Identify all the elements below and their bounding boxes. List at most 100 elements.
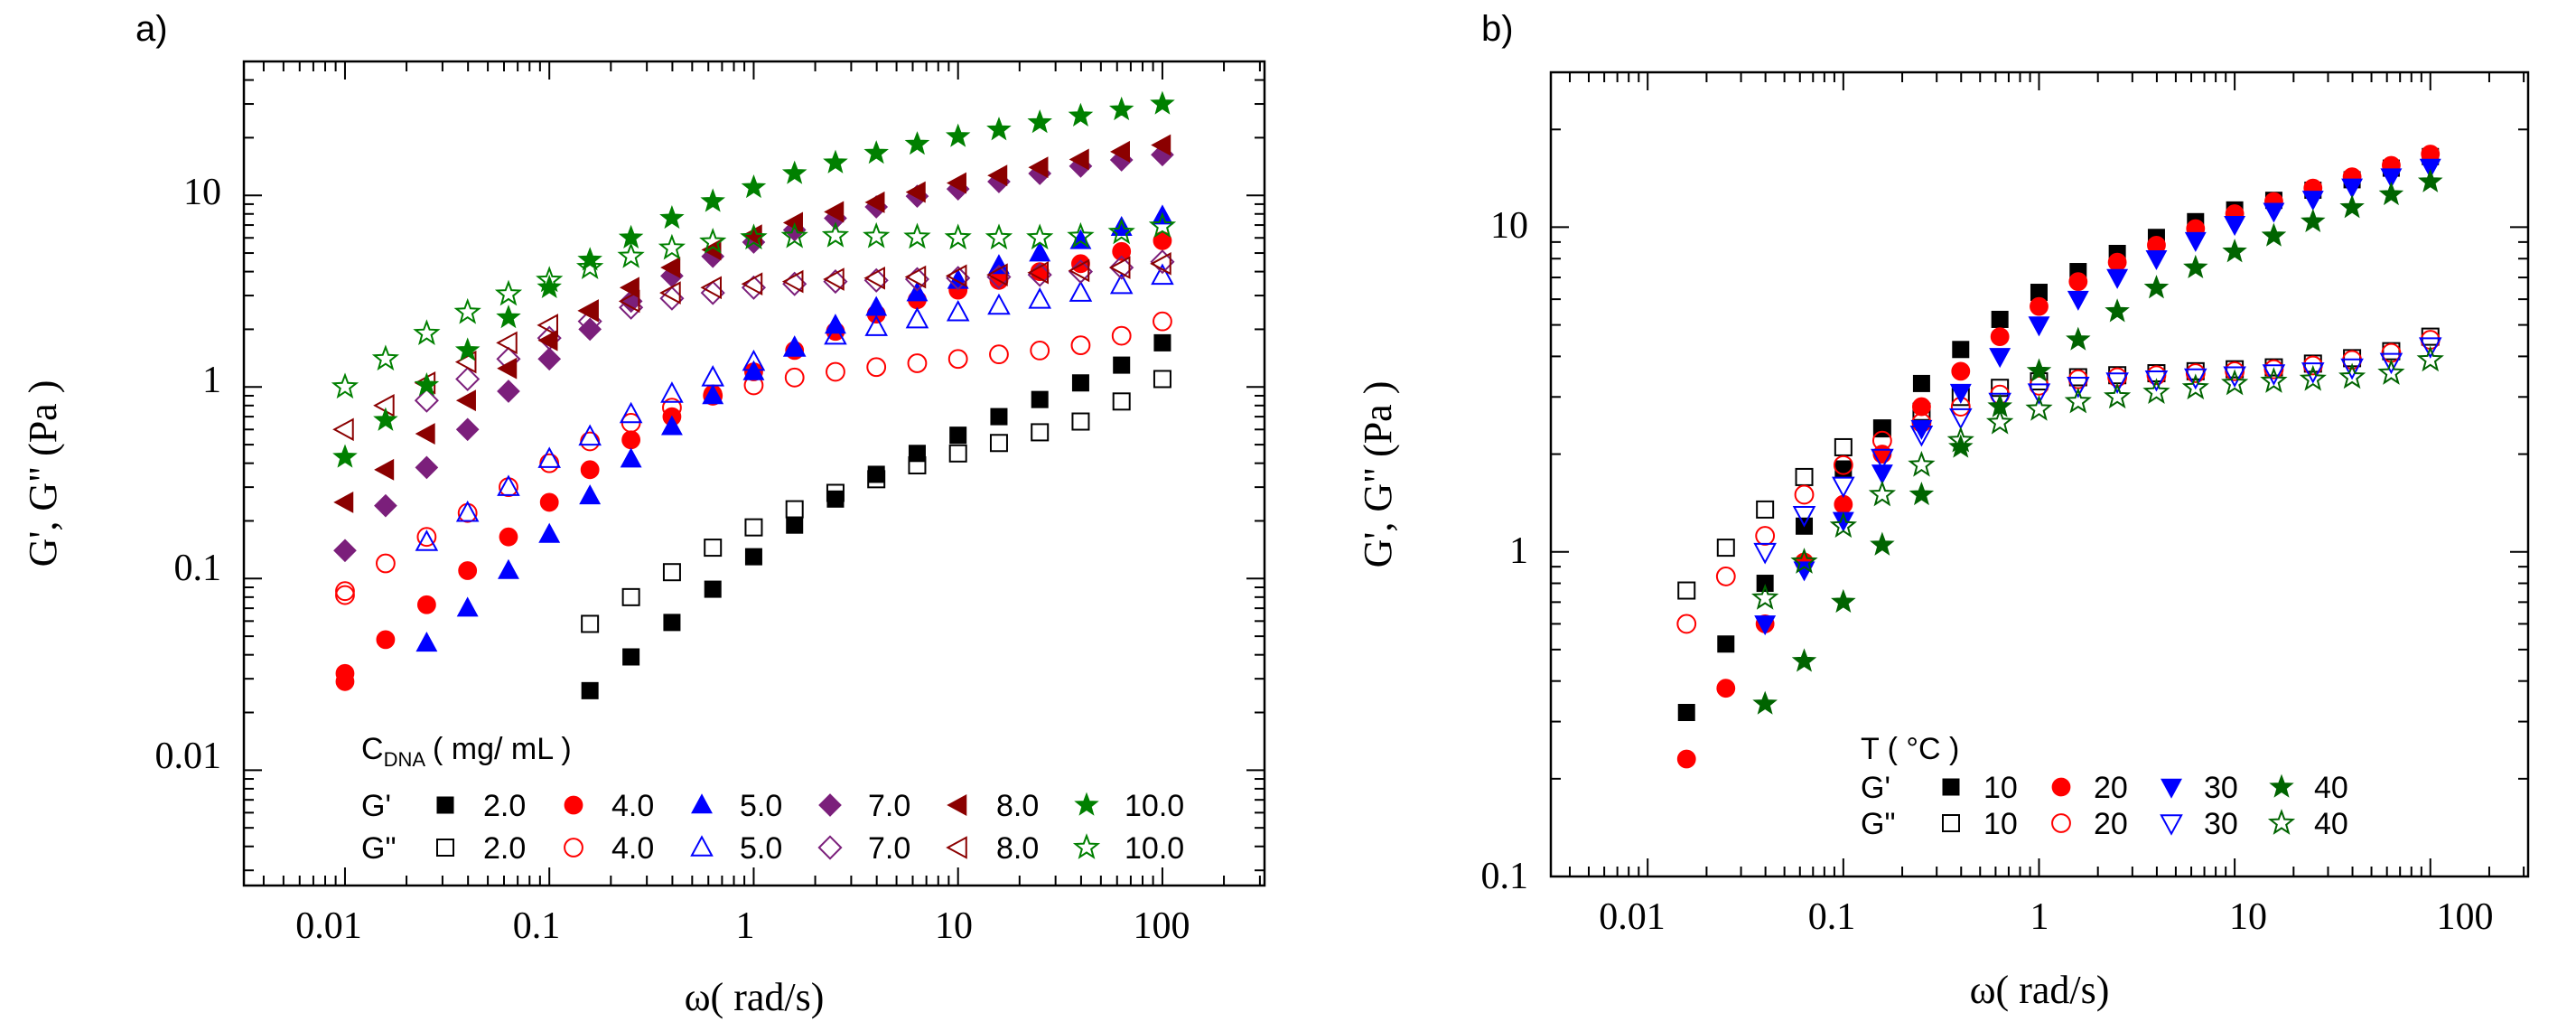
legend-marker-gprime-4-0: [564, 795, 583, 815]
data-point-gprime-40: [2222, 239, 2247, 263]
panel-a-legend-entry-label: 7.0: [868, 831, 910, 866]
panel-a-legend: CDNA ( mg/ mL ) G' G" 2.0 4.0 5.0 7.0 8.0…: [361, 732, 1184, 866]
data-point-gdoubleprime-2-0: [662, 563, 681, 582]
data-point-gdoubleprime-8-0: [1068, 258, 1090, 283]
data-point-gdoubleprime-30: [2301, 362, 2325, 384]
data-point-gdoubleprime-4-0: [826, 361, 845, 382]
data-point-gdoubleprime-20: [2225, 361, 2245, 381]
data-point-gprime-5-0: [620, 447, 642, 468]
data-point-gprime-2-0: [826, 490, 845, 508]
data-point-gprime-2-0: [1113, 356, 1131, 374]
data-point-gdoubleprime-30: [1832, 476, 1855, 499]
data-point-gprime-10: [1912, 374, 1930, 392]
data-point-gdoubleprime-10-0: [453, 297, 481, 324]
data-point-gprime-5-0: [579, 484, 602, 505]
data-point-gprime-40: [2378, 181, 2404, 206]
data-point-gdoubleprime-10-0: [863, 221, 891, 248]
data-point-gprime-20: [1912, 397, 1931, 417]
data-point-gdoubleprime-5-0: [497, 474, 520, 496]
data-point-gdoubleprime-40: [2377, 359, 2405, 385]
data-point-gdoubleprime-4-0: [335, 585, 355, 605]
data-point-gprime-8-0: [333, 491, 354, 513]
panel-b-xtick-label: 0.01: [1599, 896, 1666, 938]
data-point-gprime-5-0: [702, 384, 724, 405]
panel-a-legend-entry-label: 8.0: [996, 831, 1039, 866]
data-point-gdoubleprime-20: [2263, 359, 2284, 380]
data-point-gdoubleprime-4-0: [1070, 335, 1091, 356]
data-point-gprime-2-0: [622, 648, 640, 666]
data-point-gdoubleprime-8-0: [496, 331, 518, 355]
data-point-gdoubleprime-30: [1871, 448, 1894, 471]
legend-marker-gprime-5-0: [691, 793, 713, 814]
data-point-gprime-4-0: [1112, 241, 1132, 261]
data-point-gdoubleprime-30: [1792, 505, 1816, 528]
data-point-gprime-40: [2417, 168, 2443, 192]
data-point-gprime-10: [1677, 704, 1695, 722]
data-point-gdoubleprime-30: [1753, 542, 1777, 565]
data-point-gdoubleprime-8-0: [700, 276, 722, 300]
data-point-gprime-30: [2028, 316, 2050, 337]
data-point-gprime-8-0: [619, 276, 639, 299]
data-point-gdoubleprime-10-0: [413, 319, 441, 346]
panel-a-legend-entry-label: 8.0: [996, 789, 1039, 823]
data-point-gdoubleprime-8-0: [577, 299, 599, 323]
data-point-gprime-10-0: [1068, 102, 1094, 127]
panel-b-legend-entry-label: 30: [2204, 807, 2238, 841]
data-point-gprime-5-0: [660, 415, 683, 436]
panel-a-legend-title-units: ( mg/ mL ): [433, 732, 572, 766]
panel-b-xtick-label: 100: [2437, 896, 2494, 938]
data-point-gdoubleprime-4-0: [1111, 325, 1132, 346]
data-point-gprime-8-0: [864, 191, 885, 213]
data-point-gdoubleprime-5-0: [1109, 272, 1134, 295]
panel-a-ytick-label: 0.1: [174, 548, 222, 589]
panel-a-legend-title-symbol: C: [361, 732, 384, 766]
panel-b-legend: T ( °C ) G' G" 10 20 30 40 10 20 30 40: [1861, 732, 2348, 841]
data-point-gdoubleprime-30: [2067, 377, 2090, 398]
data-point-gdoubleprime-8-0: [863, 266, 885, 290]
data-point-gprime-7-0: [497, 380, 520, 403]
data-point-gprime-7-0: [537, 347, 562, 371]
data-point-gprime-10: [1717, 635, 1735, 653]
data-point-gprime-4-0: [539, 492, 559, 512]
data-point-gprime-2-0: [908, 445, 926, 463]
panel-b-legend-entry-label: 10: [1983, 807, 2018, 841]
data-point-gdoubleprime-40: [2416, 345, 2444, 372]
data-point-gdoubleprime-8-0: [781, 269, 804, 294]
data-point-gprime-30: [2263, 202, 2285, 223]
panel-a-legend-entry-label: 2.0: [483, 831, 526, 866]
data-point-gdoubleprime-8-0: [823, 267, 845, 291]
data-point-gdoubleprime-10-0: [617, 241, 645, 268]
data-point-gprime-8-0: [1151, 134, 1171, 156]
data-point-gprime-20: [1951, 361, 1971, 381]
data-point-gprime-10-0: [1150, 90, 1175, 115]
panel-b-label: b): [1481, 9, 1514, 49]
data-point-gdoubleprime-40: [1946, 426, 1974, 453]
data-point-gdoubleprime-10-0: [371, 344, 399, 371]
data-point-gprime-20: [1676, 749, 1696, 769]
panel-a-legend-row-label: G': [361, 789, 391, 823]
data-point-gdoubleprime-2-0: [704, 539, 723, 558]
data-point-gdoubleprime-5-0: [905, 306, 929, 329]
data-point-gprime-2-0: [663, 614, 681, 632]
data-point-gdoubleprime-5-0: [578, 424, 602, 446]
legend-marker-gprime-30: [2161, 778, 2182, 799]
data-point-gprime-10-0: [986, 117, 1012, 141]
data-point-gprime-40: [1831, 588, 1856, 614]
data-point-gdoubleprime-40: [2338, 362, 2366, 389]
data-point-gprime-4-0: [499, 527, 518, 547]
panel-a-points: [331, 90, 1177, 699]
panel-b-legend-title: T ( °C ): [1861, 732, 1959, 766]
data-point-gdoubleprime-40: [2299, 364, 2327, 391]
data-point-gdoubleprime-2-0: [581, 614, 600, 633]
legend-marker-gprime-8-0: [947, 794, 967, 816]
data-point-gdoubleprime-10-0: [780, 221, 808, 248]
data-point-gprime-10-0: [537, 274, 562, 299]
panel-a-y-axis-label: G', G" (Pa ): [21, 380, 65, 567]
data-point-gdoubleprime-2-0: [1153, 370, 1171, 389]
data-point-gdoubleprime-10-0: [821, 221, 850, 248]
legend-marker-gprime-40: [2269, 773, 2294, 798]
panel-a-legend-entry-label: 4.0: [611, 831, 654, 866]
data-point-gdoubleprime-30: [2223, 366, 2246, 389]
data-point-gprime-40: [2301, 208, 2326, 233]
